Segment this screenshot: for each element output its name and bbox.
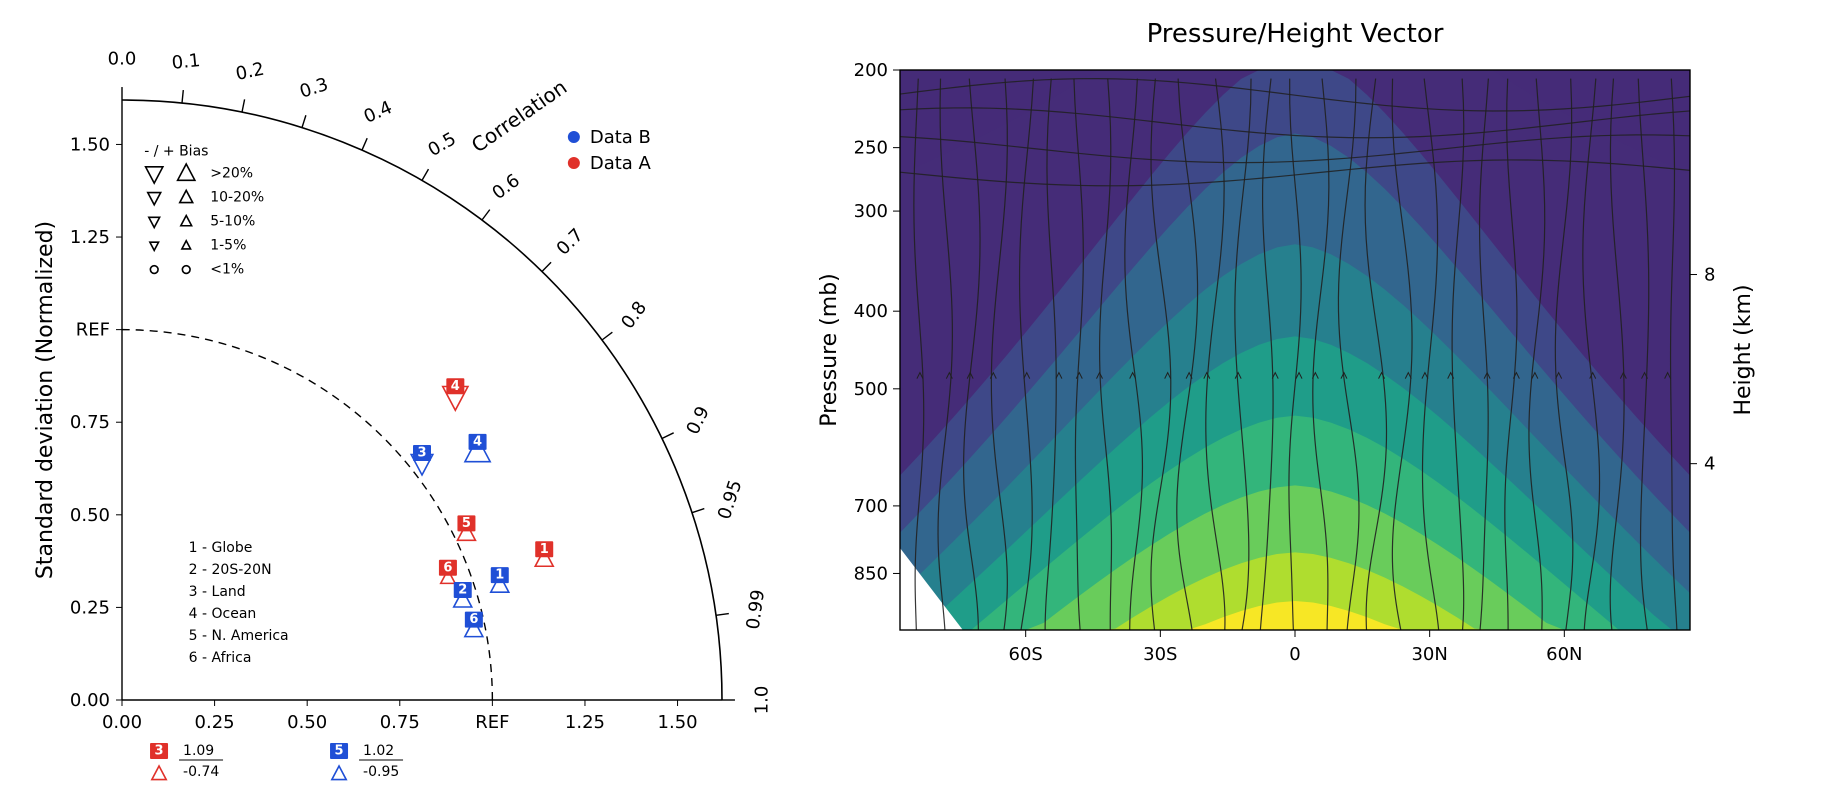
svg-text:Correlation: Correlation (467, 75, 571, 158)
svg-text:REF: REF (475, 712, 509, 733)
taylor-diagram: 0.000.250.500.75REF1.251.500.000.250.500… (30, 20, 800, 800)
svg-text:60S: 60S (1009, 644, 1043, 665)
svg-text:4: 4 (1704, 454, 1715, 475)
svg-text:0.6: 0.6 (488, 170, 524, 204)
svg-text:30S: 30S (1143, 644, 1177, 665)
svg-text:5-10%: 5-10% (210, 214, 255, 230)
svg-text:0.1: 0.1 (171, 50, 202, 74)
svg-text:Height (km): Height (km) (1731, 284, 1756, 415)
svg-text:1-5%: 1-5% (210, 238, 246, 254)
svg-text:<1%: <1% (210, 262, 244, 278)
svg-text:0.75: 0.75 (70, 412, 110, 433)
svg-text:3: 3 (155, 744, 164, 759)
svg-text:Data B: Data B (590, 127, 651, 148)
taylor-diagram-panel: 0.000.250.500.75REF1.251.500.000.250.500… (0, 0, 800, 804)
svg-text:8: 8 (1704, 265, 1715, 286)
svg-text:0.99: 0.99 (743, 588, 769, 631)
svg-text:0.75: 0.75 (380, 712, 420, 733)
svg-text:1.02: 1.02 (363, 743, 394, 759)
svg-text:5: 5 (462, 516, 471, 531)
svg-text:0.8: 0.8 (617, 297, 651, 333)
svg-text:200: 200 (854, 60, 888, 81)
svg-text:1.25: 1.25 (70, 227, 110, 248)
svg-text:0.00: 0.00 (70, 690, 110, 711)
svg-text:500: 500 (854, 379, 888, 400)
svg-text:2: 2 (458, 583, 467, 598)
svg-text:- / + Bias: - / + Bias (144, 144, 208, 160)
svg-text:3: 3 (417, 445, 426, 460)
svg-text:1 - Globe: 1 - Globe (189, 540, 253, 556)
svg-text:0.2: 0.2 (234, 59, 266, 85)
svg-text:0.7: 0.7 (553, 225, 588, 260)
svg-text:0.9: 0.9 (683, 403, 714, 438)
svg-text:0.4: 0.4 (361, 97, 396, 128)
svg-text:1.50: 1.50 (658, 712, 698, 733)
svg-text:1.0: 1.0 (752, 686, 773, 715)
svg-text:1: 1 (540, 542, 549, 557)
svg-text:0.3: 0.3 (297, 74, 331, 103)
svg-text:4: 4 (451, 379, 460, 394)
svg-text:-0.95: -0.95 (363, 764, 399, 780)
svg-text:0.5: 0.5 (424, 128, 459, 161)
svg-text:4 - Ocean: 4 - Ocean (189, 606, 257, 622)
svg-text:Data A: Data A (590, 153, 652, 174)
svg-text:1.50: 1.50 (70, 134, 110, 155)
svg-text:0.25: 0.25 (195, 712, 235, 733)
svg-text:0.95: 0.95 (714, 477, 746, 522)
svg-text:4: 4 (473, 434, 482, 449)
svg-text:10-20%: 10-20% (210, 190, 264, 206)
svg-text:6: 6 (469, 612, 478, 627)
svg-text:-0.74: -0.74 (183, 764, 219, 780)
svg-text:0.25: 0.25 (70, 597, 110, 618)
svg-text:0: 0 (1289, 644, 1300, 665)
svg-text:1: 1 (495, 568, 504, 583)
svg-text:0.00: 0.00 (102, 712, 142, 733)
svg-text:Pressure/Height Vector: Pressure/Height Vector (1147, 19, 1444, 49)
svg-text:30N: 30N (1411, 644, 1447, 665)
svg-text:300: 300 (854, 201, 888, 222)
svg-text:1.25: 1.25 (565, 712, 605, 733)
svg-text:700: 700 (854, 496, 888, 517)
svg-text:0.0: 0.0 (108, 48, 137, 69)
svg-text:850: 850 (854, 563, 888, 584)
svg-text:250: 250 (854, 138, 888, 159)
svg-text:0.50: 0.50 (70, 505, 110, 526)
pressure-height-panel: Pressure/Height Vector 60S 30S 0 30N 60N 200 25… (800, 0, 1800, 804)
svg-text:400: 400 (854, 301, 888, 322)
svg-text:1.09: 1.09 (183, 743, 214, 759)
svg-text:5 - N. America: 5 - N. America (189, 628, 289, 644)
svg-text:REF: REF (76, 320, 110, 341)
svg-text:6 - Africa: 6 - Africa (189, 650, 252, 666)
svg-text:5: 5 (335, 744, 344, 759)
svg-text:0.50: 0.50 (287, 712, 327, 733)
svg-text:Standard deviation (Normalized: Standard deviation (Normalized) (33, 221, 58, 579)
pressure-height-plot: Pressure/Height Vector 60S 30S 0 30N 60N 200 25… (810, 10, 1800, 790)
svg-text:Pressure (mb): Pressure (mb) (817, 273, 842, 427)
svg-text:2 - 20S-20N: 2 - 20S-20N (189, 562, 272, 578)
svg-text:>20%: >20% (210, 166, 253, 182)
svg-text:60N: 60N (1546, 644, 1582, 665)
svg-text:6: 6 (443, 560, 452, 575)
svg-text:3 - Land: 3 - Land (189, 584, 246, 600)
